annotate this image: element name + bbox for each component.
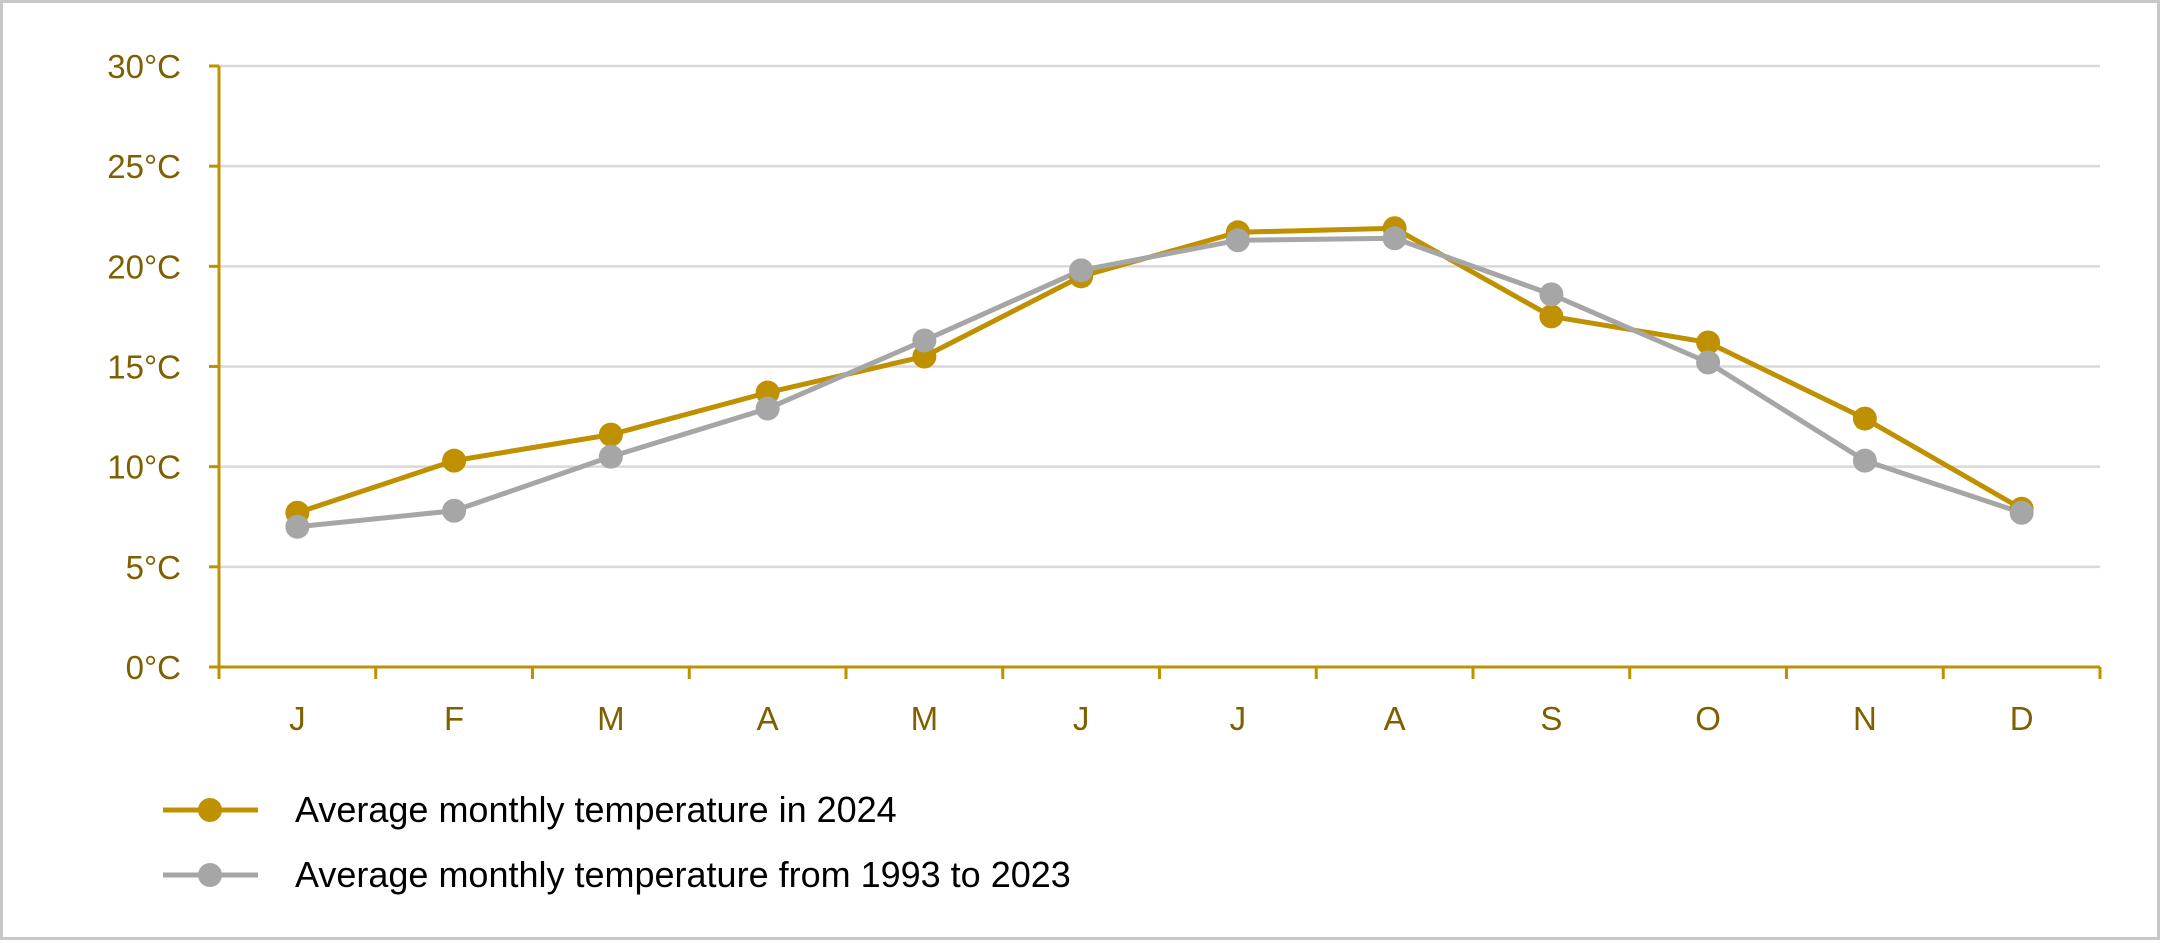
legend-label: Average monthly temperature in 2024 [295, 789, 897, 830]
x-tick-label: F [444, 700, 464, 737]
y-tick-labels: 0°C 5°C 10°C 15°C 20°C 25°C 30°C [107, 48, 181, 686]
data-point-series-0 [1539, 304, 1564, 329]
y-tick-label: 10°C [107, 449, 181, 486]
x-tick-label: D [2010, 700, 2034, 737]
series-line-1 [297, 235, 2023, 530]
x-tick-label: S [1540, 700, 1562, 737]
y-tick-label: 30°C [107, 48, 181, 85]
legend-swatch-marker [198, 798, 222, 822]
series-line-0 [296, 225, 2023, 516]
data-point-series-1 [755, 396, 780, 421]
data-point-series-1 [1539, 282, 1564, 307]
y-tick-label: 15°C [107, 349, 181, 386]
legend: Average monthly temperature in 2024 Avera… [163, 789, 1071, 895]
data-point-series-1 [285, 514, 310, 539]
series [285, 216, 2034, 539]
x-tick-label: J [1073, 700, 1090, 737]
gridlines [219, 64, 2100, 569]
data-point-series-1 [598, 444, 623, 469]
x-tick-label: N [1853, 700, 1877, 737]
data-point-series-1 [1225, 228, 1250, 253]
data-point-series-1 [1382, 226, 1407, 251]
x-tick-label: O [1695, 700, 1721, 737]
y-tick-label: 20°C [107, 248, 181, 285]
y-tick-label: 5°C [126, 549, 181, 586]
data-point-series-1 [912, 328, 937, 353]
data-point-series-0 [1696, 330, 1721, 355]
x-tick-label: M [911, 700, 939, 737]
axes [209, 64, 2102, 679]
y-tick-label: 25°C [107, 148, 181, 185]
data-point-series-0 [1852, 406, 1877, 431]
y-tick-label: 0°C [126, 649, 181, 686]
legend-swatch-marker [198, 863, 222, 887]
data-point-series-1 [1069, 258, 1094, 283]
data-point-series-1 [1696, 350, 1721, 375]
legend-label: Average monthly temperature from 1993 to… [295, 854, 1071, 895]
data-point-series-1 [2009, 500, 2034, 525]
x-tick-label: M [597, 700, 625, 737]
x-tick-label: J [1230, 700, 1247, 737]
x-tick-label: J [289, 700, 306, 737]
data-point-series-0 [442, 448, 467, 473]
data-point-series-1 [442, 498, 467, 523]
x-tick-label: A [757, 700, 779, 737]
data-point-series-1 [1852, 448, 1877, 473]
x-tick-label: A [1384, 700, 1406, 737]
data-point-series-0 [598, 422, 623, 447]
